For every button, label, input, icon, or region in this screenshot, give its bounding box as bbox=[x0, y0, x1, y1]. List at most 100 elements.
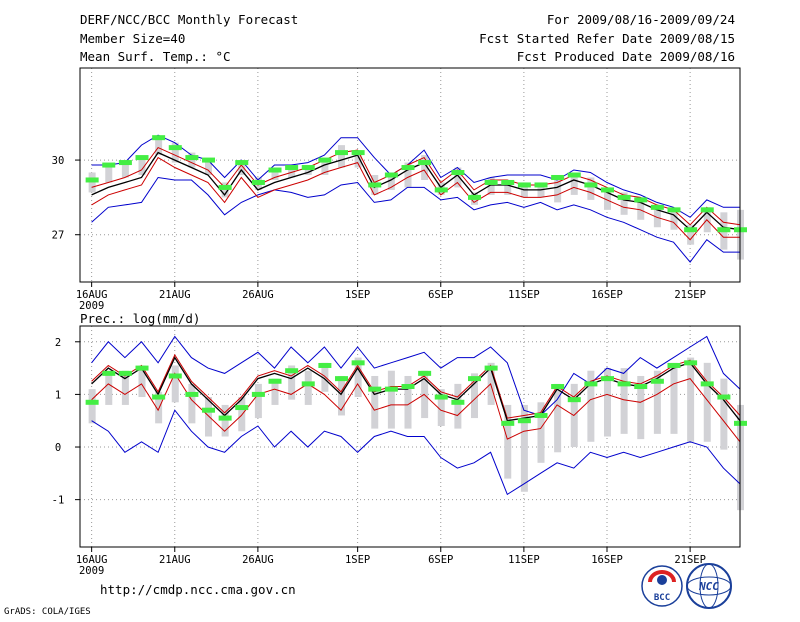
y-tick-label: 30 bbox=[52, 155, 65, 167]
x-tick-label: 26AUG bbox=[242, 554, 274, 566]
spread-box bbox=[304, 167, 312, 175]
median-mark bbox=[434, 394, 448, 400]
x-tick-year-label: 2009 bbox=[79, 565, 104, 577]
spread-box bbox=[271, 378, 279, 405]
median-mark bbox=[451, 399, 465, 405]
chart-title: DERF/NCC/BCC Monthly Forecast bbox=[80, 12, 298, 27]
median-mark bbox=[717, 394, 731, 400]
spread-box bbox=[338, 145, 346, 168]
spread-box bbox=[454, 167, 462, 188]
spread-box bbox=[387, 370, 395, 429]
median-mark bbox=[351, 150, 365, 156]
spread-box bbox=[637, 375, 645, 440]
spread-box bbox=[487, 362, 495, 405]
lower-std-line bbox=[91, 156, 740, 241]
forecast-started-label: Fcst Started Refer Date 2009/08/15 bbox=[479, 31, 735, 46]
median-mark bbox=[584, 381, 598, 387]
median-mark bbox=[185, 391, 199, 397]
median-mark bbox=[684, 360, 698, 366]
median-mark bbox=[135, 155, 149, 161]
forecast-period-label: For 2009/08/16-2009/09/24 bbox=[547, 12, 735, 27]
ncc-logo: NCC bbox=[686, 563, 732, 609]
spread-box bbox=[471, 373, 479, 419]
median-mark bbox=[684, 227, 698, 233]
spread-box bbox=[554, 177, 562, 203]
mean-line bbox=[91, 151, 741, 231]
temperature-panel-label: Mean Surf. Temp.: °C bbox=[80, 49, 231, 64]
x-tick-label: 26AUG bbox=[242, 289, 274, 301]
spread-box bbox=[121, 160, 129, 178]
lower-std-line bbox=[91, 372, 741, 443]
median-mark bbox=[667, 362, 681, 368]
spread-box bbox=[221, 404, 229, 437]
median-mark bbox=[335, 376, 349, 382]
spread-box bbox=[620, 368, 628, 434]
median-mark bbox=[368, 182, 382, 188]
x-tick-label: 21SEP bbox=[674, 554, 706, 566]
spread-box bbox=[138, 157, 146, 175]
spread-box bbox=[205, 160, 213, 175]
spread-box bbox=[238, 160, 246, 175]
median-mark bbox=[268, 378, 282, 384]
median-mark bbox=[218, 184, 232, 190]
spread-box bbox=[205, 397, 213, 437]
median-mark bbox=[617, 194, 631, 200]
median-mark bbox=[152, 135, 166, 141]
median-mark bbox=[650, 378, 664, 384]
member-size-label: Member Size=40 bbox=[80, 31, 185, 46]
median-mark bbox=[434, 187, 448, 193]
spread-box bbox=[504, 404, 512, 479]
upper-std-line bbox=[91, 353, 741, 419]
median-mark bbox=[335, 150, 349, 156]
spread-box bbox=[570, 172, 578, 195]
median-mark bbox=[185, 155, 199, 161]
median-mark bbox=[235, 405, 249, 411]
spread-box bbox=[271, 170, 279, 180]
median-mark bbox=[285, 165, 299, 171]
median-mark bbox=[168, 145, 182, 151]
median-mark bbox=[567, 172, 581, 178]
spread-box bbox=[587, 177, 595, 200]
median-mark bbox=[301, 165, 315, 171]
x-tick-label: 11SEP bbox=[508, 554, 540, 566]
spread-box bbox=[720, 378, 728, 450]
spread-box bbox=[687, 224, 695, 245]
median-mark bbox=[650, 204, 664, 210]
spread-box bbox=[387, 175, 395, 190]
max-line bbox=[91, 134, 740, 218]
median-mark bbox=[468, 376, 482, 382]
spread-box bbox=[587, 370, 595, 442]
spread-box bbox=[670, 209, 678, 230]
spread-box bbox=[670, 362, 678, 434]
y-tick-label: 0 bbox=[55, 442, 61, 454]
source-url: http://cmdp.ncc.cma.gov.cn bbox=[100, 582, 296, 597]
median-mark bbox=[368, 386, 382, 392]
spread-box bbox=[254, 383, 262, 419]
median-mark bbox=[235, 160, 249, 166]
spread-box bbox=[620, 192, 628, 215]
median-mark bbox=[268, 167, 282, 173]
median-mark bbox=[700, 207, 714, 213]
spread-box bbox=[155, 391, 163, 424]
median-mark bbox=[102, 370, 116, 376]
median-mark bbox=[85, 177, 99, 183]
median-mark bbox=[717, 227, 731, 233]
mean-line bbox=[91, 356, 741, 422]
spread-box bbox=[537, 402, 545, 463]
median-mark bbox=[617, 381, 631, 387]
spread-box bbox=[653, 204, 661, 228]
spread-box bbox=[637, 197, 645, 220]
median-mark bbox=[634, 384, 648, 390]
median-mark bbox=[152, 394, 166, 400]
median-mark bbox=[401, 384, 415, 390]
median-mark bbox=[318, 362, 332, 368]
median-mark bbox=[501, 179, 515, 185]
median-mark bbox=[501, 420, 515, 426]
median-mark bbox=[700, 381, 714, 387]
spread-box bbox=[404, 162, 412, 188]
median-mark bbox=[168, 373, 182, 379]
median-mark bbox=[202, 407, 216, 413]
spread-box bbox=[454, 383, 462, 429]
spread-box bbox=[121, 370, 129, 405]
